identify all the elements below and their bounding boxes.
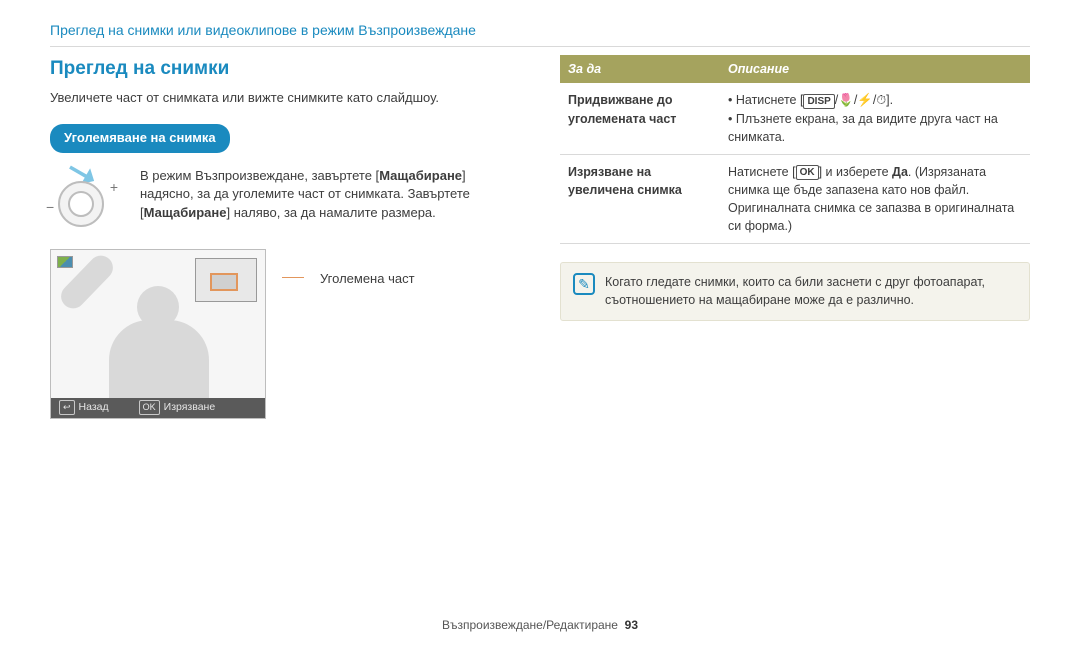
table-row: Изрязване на увеличена снимка Натиснете … [560, 154, 1030, 244]
right-column: За да Описание Придвижване до уголеменат… [560, 55, 1030, 418]
ok-label: Изрязване [164, 401, 216, 413]
dial-icon: − + [50, 167, 122, 231]
note-icon: ✎ [573, 273, 595, 295]
silhouette-body [109, 320, 209, 400]
ok-group: OK Изрязване [139, 400, 216, 415]
breadcrumb-title: Преглед на снимки или видеоклипове в реж… [50, 20, 1030, 47]
text-part: Натиснете [ [728, 165, 796, 179]
row-label: Придвижване до уголемената част [560, 83, 720, 154]
minus-icon: − [46, 197, 54, 217]
ok-icon: OK [139, 400, 160, 415]
disp-icon: DISP [803, 94, 834, 109]
yes-word: Да [892, 165, 908, 179]
dial-inner-icon [68, 191, 94, 217]
callout-line [282, 277, 304, 278]
th-desc: Описание [720, 55, 1030, 83]
dial-keyword: Мащабиране [144, 205, 227, 220]
actions-table: За да Описание Придвижване до уголеменат… [560, 55, 1030, 244]
plus-icon: + [110, 177, 118, 197]
ok-icon: OK [796, 165, 819, 180]
overview-panel [195, 258, 257, 302]
bullet-item: Натиснете [DISP/🌷/⚡/⏱]. [728, 91, 1022, 109]
dial-text: В режим Възпроизвеждане, завъртете [Маща… [140, 167, 520, 224]
text-part: ] и изберете [819, 165, 892, 179]
intro-text: Увеличете част от снимката или вижте сни… [50, 89, 520, 108]
callout-label: Уголемена част [320, 270, 415, 289]
left-column: Преглед на снимки Увеличете част от сним… [50, 55, 520, 418]
overview-mark [210, 273, 238, 291]
camera-screen-mock: ↩ Назад OK Изрязване [50, 249, 266, 419]
dial-text-part: В режим Възпроизвеждане, завъртете [ [140, 168, 379, 183]
back-group: ↩ Назад [59, 400, 109, 415]
photo-thumb-icon [57, 256, 73, 268]
bullet-item: Плъзнете екрана, за да видите друга част… [728, 110, 1022, 146]
row-desc: Натиснете [OK] и изберете Да. (Изрязанат… [720, 154, 1030, 244]
dial-instruction-row: − + В режим Възпроизвеждане, завъртете [… [50, 167, 520, 231]
back-icon: ↩ [59, 400, 75, 415]
section-title: Преглед на снимки [50, 55, 520, 83]
note-text: Когато гледате снимки, които са били зас… [605, 273, 1017, 309]
dial-keyword: Мащабиране [379, 168, 462, 183]
row-desc: Натиснете [DISP/🌷/⚡/⏱]. Плъзнете екрана,… [720, 83, 1030, 154]
screen-example-row: ↩ Назад OK Изрязване Уголемена част [50, 249, 520, 419]
table-row: Придвижване до уголемената част Натиснет… [560, 83, 1030, 154]
page-footer: Възпроизвеждане/Редактиране 93 [0, 617, 1080, 634]
text-part: Натиснете [ [736, 93, 804, 107]
subsection-pill: Уголемяване на снимка [50, 124, 230, 153]
silhouette-head [137, 286, 179, 328]
nav-icons: /🌷/⚡/⏱]. [835, 93, 893, 107]
row-label: Изрязване на увеличена снимка [560, 154, 720, 244]
back-label: Назад [79, 401, 109, 413]
dial-text-part: ] наляво, за да намалите размера. [226, 205, 435, 220]
screen-statusbar: ↩ Назад OK Изрязване [51, 398, 265, 418]
note-box: ✎ Когато гледате снимки, които са били з… [560, 262, 1030, 320]
th-action: За да [560, 55, 720, 83]
